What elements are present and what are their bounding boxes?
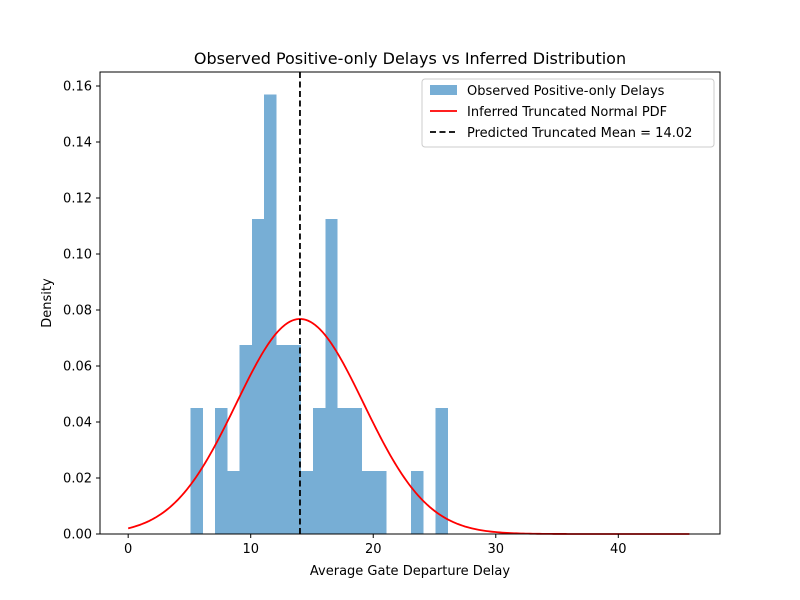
y-tick-label: 0.12: [63, 192, 92, 207]
y-axis-ticks: 0.00 0.02 0.04 0.06 0.08 0.10 0.12 0.14 0.16: [63, 80, 100, 543]
histogram-bar: [435, 408, 448, 534]
x-tick-label: 0: [124, 542, 132, 557]
histogram-bar: [239, 345, 252, 534]
y-tick-label: 0.16: [63, 80, 92, 95]
legend-label-histogram: Observed Positive-only Delays: [467, 84, 665, 99]
histogram-bar: [300, 471, 314, 534]
x-axis-ticks: 0 10 20 30 40: [124, 534, 627, 557]
histogram-bar: [349, 408, 363, 534]
y-tick-label: 0.04: [63, 416, 92, 431]
plot-frame: [99, 71, 721, 535]
pdf-curve: [127, 318, 690, 535]
histogram-bar: [264, 94, 277, 535]
histogram-bars: [190, 94, 448, 535]
histogram-bar: [362, 471, 375, 534]
histogram-bar: [374, 471, 387, 534]
histogram-bar: [227, 471, 240, 534]
histogram-bar: [276, 345, 289, 534]
x-tick-label: 30: [487, 542, 504, 557]
histogram-bar: [251, 219, 265, 534]
histogram-bar: [325, 219, 338, 534]
histogram-bar: [313, 408, 326, 534]
y-tick-label: 0.14: [63, 136, 92, 151]
y-tick-label: 0.08: [63, 304, 92, 319]
x-tick-label: 40: [610, 542, 627, 557]
histogram-bar: [190, 408, 203, 534]
y-tick-label: 0.00: [63, 528, 92, 543]
histogram-bar: [288, 345, 301, 534]
x-tick-label: 10: [242, 542, 259, 557]
y-axis-label: Density: [40, 278, 55, 328]
legend-label-mean: Predicted Truncated Mean = 14.02: [467, 126, 692, 141]
y-tick-label: 0.10: [63, 248, 92, 263]
histogram-bar: [337, 408, 350, 534]
legend: Observed Positive-only Delays Inferred T…: [421, 78, 715, 148]
y-tick-label: 0.06: [63, 360, 92, 375]
histogram-bar: [411, 471, 424, 534]
legend-box: [421, 78, 715, 148]
y-tick-label: 0.02: [63, 472, 92, 487]
legend-swatch-histogram: [430, 85, 457, 95]
x-axis-label: Average Gate Departure Delay: [310, 564, 510, 579]
chart-title: Observed Positive-only Delays vs Inferre…: [194, 49, 626, 68]
x-tick-label: 20: [365, 542, 382, 557]
pdf-curve-layer: [127, 318, 690, 535]
legend-label-pdf: Inferred Truncated Normal PDF: [467, 105, 667, 120]
